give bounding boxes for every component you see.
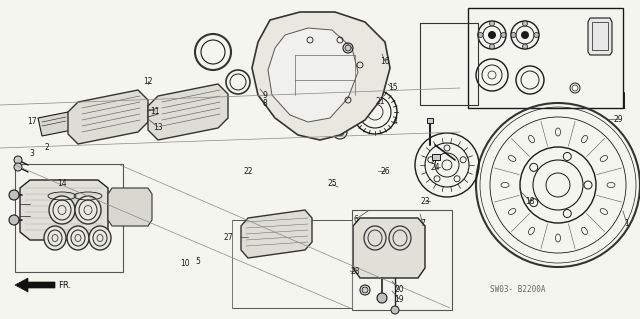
Text: 22: 22 [243,167,253,175]
Circle shape [490,44,495,49]
Bar [420,23,478,105]
Text: 23: 23 [420,197,430,205]
Bar [352,210,452,310]
Ellipse shape [75,196,101,224]
Ellipse shape [89,226,111,250]
Polygon shape [38,112,72,136]
Polygon shape [252,12,390,140]
Circle shape [501,33,506,38]
Bar [592,22,608,50]
Polygon shape [241,210,312,258]
Polygon shape [148,84,228,140]
Text: 8: 8 [262,100,268,108]
Ellipse shape [44,226,66,250]
Text: 6: 6 [353,214,358,224]
Circle shape [521,31,529,39]
Ellipse shape [67,226,89,250]
Circle shape [9,190,19,200]
Polygon shape [588,18,612,55]
Polygon shape [108,188,152,226]
Polygon shape [15,278,55,292]
Text: 10: 10 [180,259,190,269]
Circle shape [377,293,387,303]
Bar [15,164,123,272]
Ellipse shape [364,226,386,250]
Text: 18: 18 [525,197,535,205]
Circle shape [522,21,527,26]
Text: 20: 20 [394,286,404,294]
Circle shape [9,215,19,225]
Text: 4: 4 [392,116,397,125]
Circle shape [14,156,22,164]
Bar [427,118,433,123]
Text: 1: 1 [625,219,629,228]
Polygon shape [268,28,358,122]
Bar [432,154,440,160]
Circle shape [391,306,399,314]
Bar [232,220,352,308]
Ellipse shape [49,196,75,224]
Text: 28: 28 [350,268,360,277]
Text: 26: 26 [380,167,390,175]
Circle shape [478,33,483,38]
Circle shape [345,45,351,51]
Text: 15: 15 [388,84,398,93]
Text: 9: 9 [262,91,268,100]
Polygon shape [20,180,108,240]
Bar [468,8,623,108]
Circle shape [14,163,22,171]
Circle shape [522,44,527,49]
Text: 27: 27 [223,233,233,241]
Text: 7: 7 [420,219,426,228]
Text: 2: 2 [45,143,49,152]
Circle shape [511,33,516,38]
Text: 11: 11 [150,107,160,115]
Text: 24: 24 [430,162,440,172]
Circle shape [488,31,496,39]
Circle shape [490,21,495,26]
Polygon shape [353,218,425,278]
Text: 21: 21 [375,97,385,106]
Text: SW03- B2200A: SW03- B2200A [490,286,545,294]
Text: 19: 19 [394,294,404,303]
Polygon shape [68,90,148,144]
Text: 16: 16 [380,56,390,65]
Circle shape [362,287,368,293]
Text: 12: 12 [143,77,153,85]
Ellipse shape [389,226,411,250]
Text: 5: 5 [196,257,200,266]
Circle shape [534,33,539,38]
Text: 25: 25 [327,180,337,189]
Text: 29: 29 [613,115,623,123]
Text: FR.: FR. [58,280,71,290]
Text: 3: 3 [29,150,35,159]
Text: 17: 17 [27,116,37,125]
Text: 14: 14 [57,179,67,188]
Text: 13: 13 [153,122,163,131]
